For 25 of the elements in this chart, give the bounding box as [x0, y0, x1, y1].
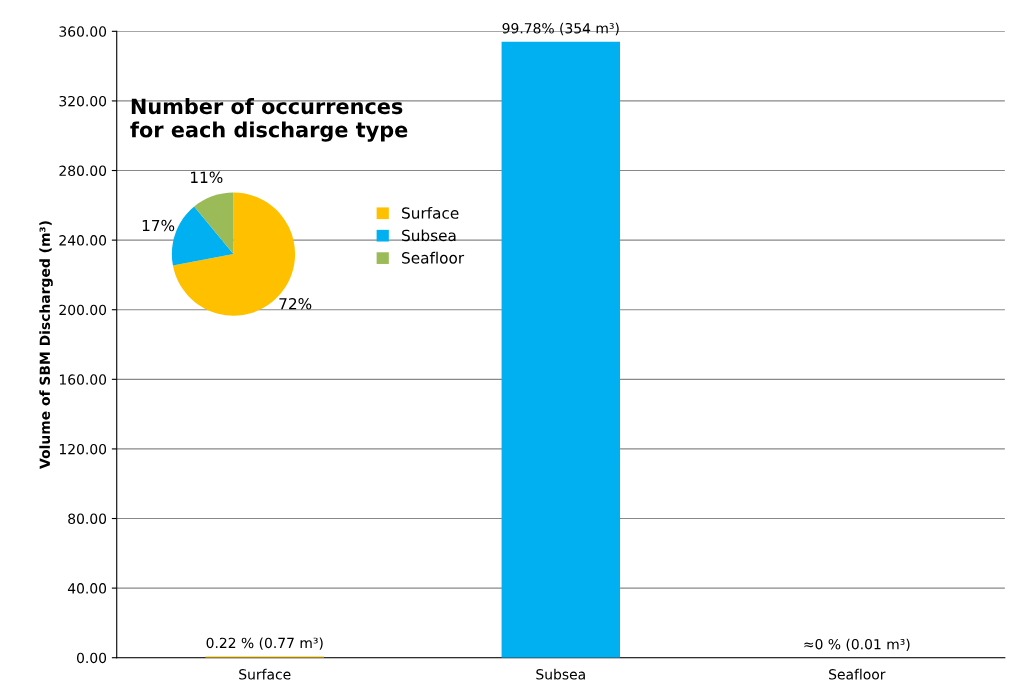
x-tick-label: Seafloor: [829, 668, 886, 680]
y-tick-label: 120.00: [59, 443, 107, 455]
data-label: 11%: [191, 171, 223, 184]
legend-label: Surface: [402, 206, 459, 219]
y-tick-label: 240.00: [59, 235, 107, 246]
legend-label: Seafloor: [402, 251, 465, 264]
data-label: 72%: [279, 297, 312, 310]
y-tick-label: 320.00: [59, 95, 107, 107]
data-label: ≈0 % (0.01 m³): [804, 638, 910, 652]
y-tick-label: 40.00: [67, 583, 107, 594]
legend-label: Subsea: [402, 229, 456, 242]
y-tick-label: 360.00: [59, 26, 107, 37]
x-tick-label: Subsea: [536, 668, 585, 680]
data-label: 17%: [142, 219, 175, 232]
y-tick-label: 280.00: [59, 165, 107, 176]
pie-slice: [194, 192, 234, 255]
y-axis-title: Volume of SBM Discharged (m³): [39, 221, 53, 469]
data-label: 99.78% (354 m³): [502, 22, 619, 36]
y-tick-label: 200.00: [59, 304, 107, 316]
y-tick-label: 160.00: [59, 374, 107, 385]
data-label: 0.22 % (0.77 m³): [206, 637, 323, 650]
x-tick-label: Surface: [239, 668, 291, 680]
y-tick-label: 80.00: [68, 513, 107, 524]
chart-title: Number of occurrences for each discharge type: [130, 98, 408, 142]
y-tick-label: 0.00: [76, 652, 107, 664]
